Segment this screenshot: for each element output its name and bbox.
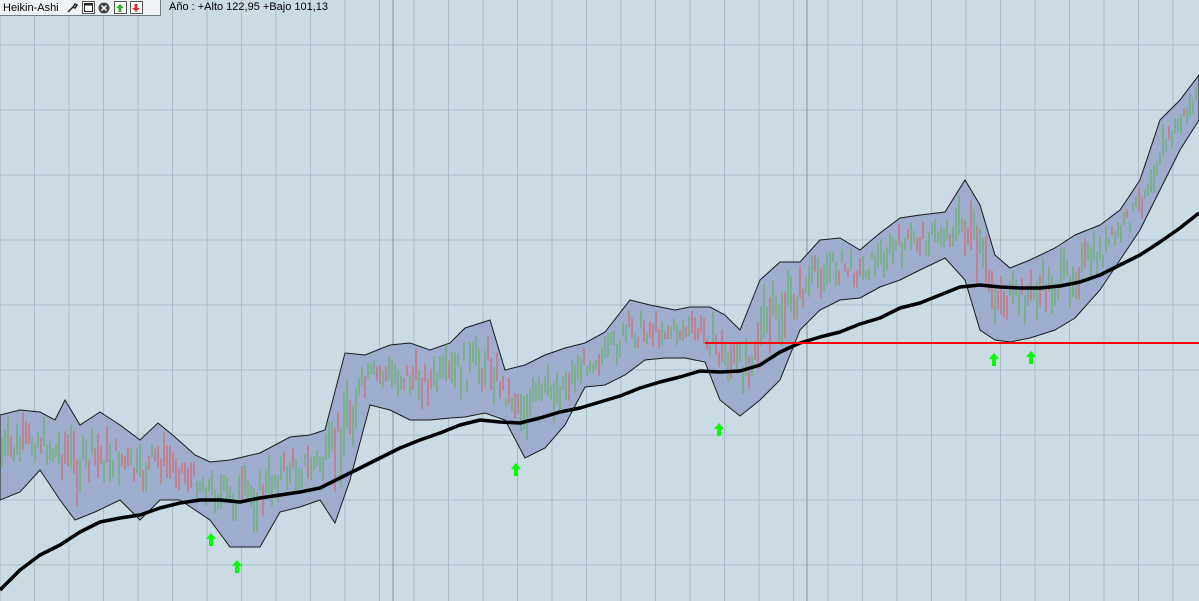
- wrench-icon[interactable]: [66, 1, 79, 14]
- price-band: [0, 74, 1199, 548]
- buy-signals: [206, 351, 1036, 573]
- indicator-toolbar: Heikin-Ashi: [0, 0, 161, 16]
- buy-arrow-icon: [232, 560, 242, 573]
- range-info: Año : +Alto 122,95 +Bajo 101,13: [169, 1, 329, 13]
- buy-arrow-icon: [511, 463, 521, 476]
- move-down-icon[interactable]: [129, 1, 143, 14]
- moving-average-path: [0, 211, 1199, 592]
- heikin-ashi-candles: [1, 85, 1197, 533]
- buy-arrow-icon: [1026, 351, 1036, 364]
- indicator-name[interactable]: Heikin-Ashi: [3, 1, 59, 14]
- buy-arrow-icon: [714, 423, 724, 436]
- move-up-icon[interactable]: [113, 1, 127, 14]
- buy-arrow-icon: [206, 533, 216, 546]
- window-icon[interactable]: [81, 1, 95, 14]
- close-icon[interactable]: [98, 1, 111, 14]
- price-band-area: [0, 74, 1199, 548]
- buy-arrow-icon: [989, 353, 999, 366]
- moving-average-line: [0, 211, 1199, 592]
